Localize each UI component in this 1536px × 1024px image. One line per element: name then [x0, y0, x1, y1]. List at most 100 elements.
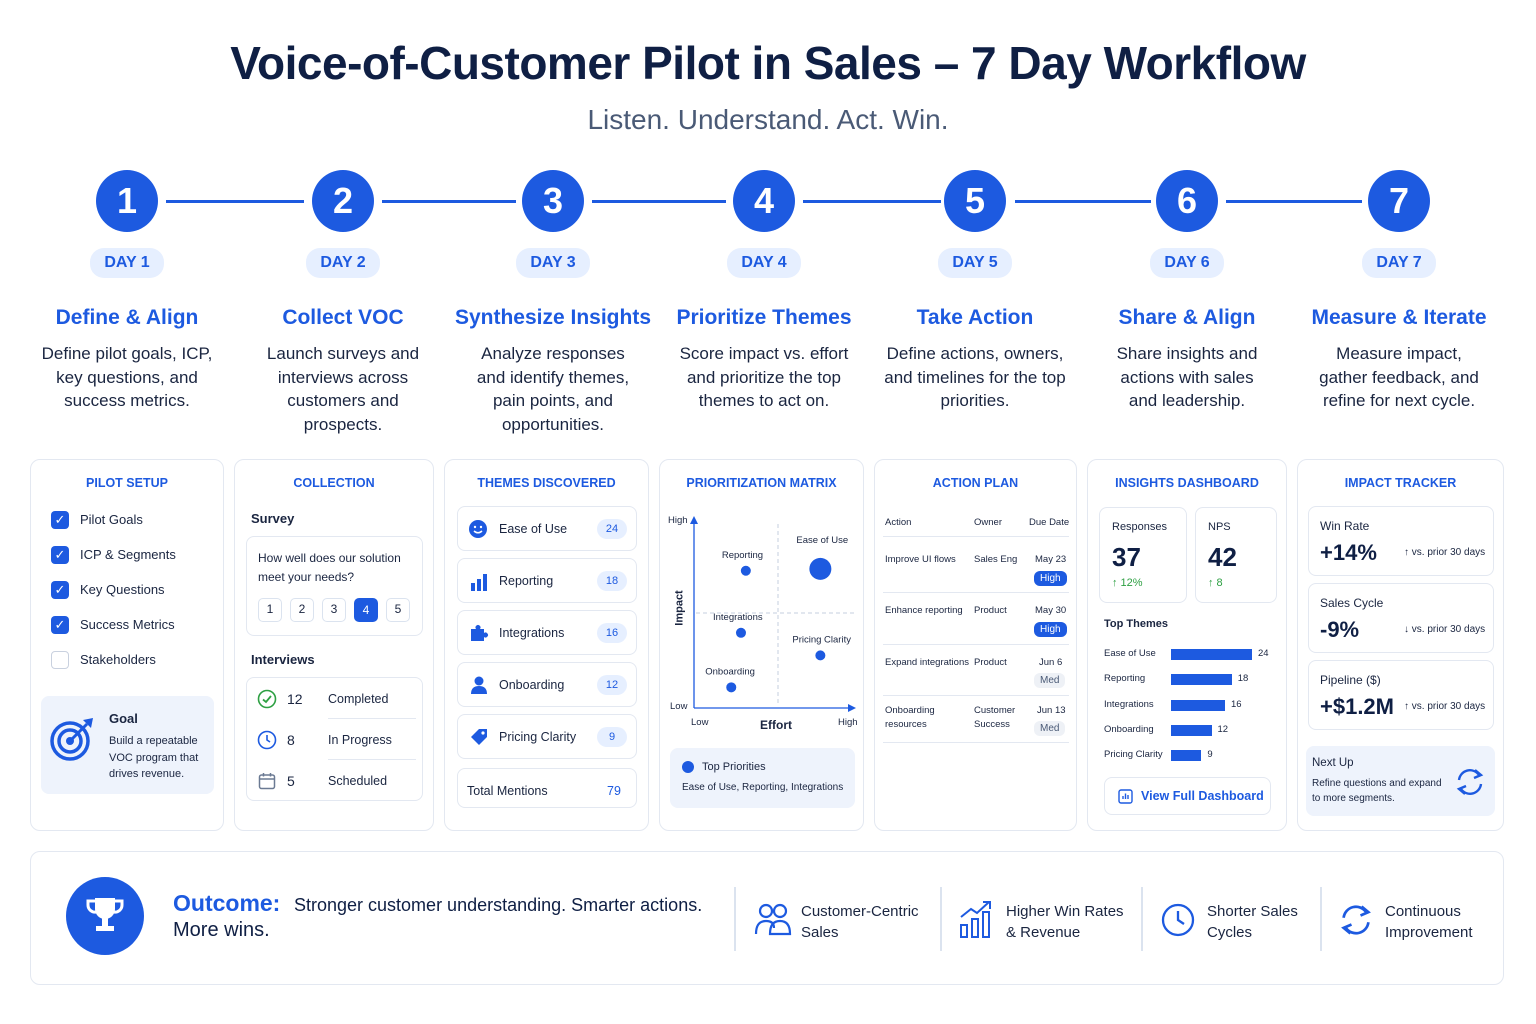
users-icon [754, 903, 792, 936]
kpi-value: 37 [1112, 542, 1141, 572]
theme-label: Pricing Clarity [499, 730, 577, 744]
step-description: Share insights and actions with sales an… [1116, 344, 1258, 410]
checklist-label: Key Questions [80, 582, 165, 597]
bar-value: 9 [1207, 749, 1213, 761]
action-cell: Enhance reporting [885, 605, 963, 616]
theme-row[interactable]: Onboarding 12 [457, 662, 637, 707]
next-up-text: Refine questions and expand to more segm… [1312, 778, 1442, 804]
clock-icon [257, 730, 277, 750]
col-header-due: Due Date [1029, 517, 1070, 528]
y-axis-label: Impact [673, 590, 686, 626]
matrix-point-label: Reporting [722, 550, 763, 561]
action-cell: Improve UI flows [885, 554, 956, 565]
timeline-connector [382, 200, 516, 203]
priority-badge: High [1034, 622, 1067, 637]
insights-dashboard-card: INSIGHTS DASHBOARD Responses 37 ↑ 12% NP… [1087, 459, 1287, 831]
page-subtitle: Listen. Understand. Act. Win. [587, 104, 949, 135]
check-circle-icon [257, 689, 277, 709]
matrix-plot: Reporting Ease of Use Integrations Pricing … [690, 516, 856, 712]
step-7: 7 DAY 7 Measure & Iterate Measure impact, g… [1284, 170, 1514, 413]
owner-cell: Product [974, 657, 1007, 668]
day-badge: DAY 6 [1150, 248, 1224, 278]
theme-row[interactable]: Integrations 16 [457, 610, 637, 655]
checkbox-key-questions[interactable]: ✓ [51, 581, 69, 599]
step-title: Take Action [916, 306, 1034, 329]
puzzle-icon [471, 625, 488, 641]
kpi-label: NPS [1208, 521, 1231, 533]
due-cell: May 23 [1035, 554, 1067, 565]
metric-win-rate: Win Rate +14% ↑ vs. prior 30 days [1308, 506, 1494, 576]
matrix-point [815, 650, 826, 661]
legend-box: Top Priorities Ease of Use, Reporting, I… [670, 748, 855, 808]
pilot-setup-card: PILOT SETUP ✓ Pilot Goals ✓ ICP & Segmen… [30, 459, 224, 831]
rating-option-1[interactable]: 1 [258, 598, 282, 622]
bar [1171, 724, 1212, 736]
timeline-connector [803, 200, 941, 203]
refresh-icon [1456, 769, 1484, 795]
timeline-connector [592, 200, 726, 203]
outcome-text: Stronger customer understanding. Smarter… [294, 895, 703, 915]
card-title: COLLECTION [293, 476, 375, 490]
x-axis-label: Effort [760, 718, 792, 732]
theme-label: Ease of Use [499, 522, 568, 536]
metric-label: Sales Cycle [1320, 596, 1384, 610]
col-header-action: Action [885, 517, 912, 528]
survey-question: How well does our solution meet your nee… [258, 551, 401, 584]
bar-value: 16 [1231, 698, 1242, 710]
total-value: 79 [607, 784, 621, 798]
view-dashboard-button[interactable]: View Full Dashboard [1104, 777, 1271, 815]
checkbox-pilot-goals[interactable]: ✓ [51, 511, 69, 529]
checkbox-success-metrics[interactable]: ✓ [51, 616, 69, 634]
metric-note: ↑ vs. prior 30 days [1404, 701, 1486, 712]
bar-label: Onboarding [1104, 723, 1154, 735]
x-axis-high: High [838, 717, 858, 728]
outcome-banner [30, 851, 1504, 985]
checkbox-stakeholders[interactable] [51, 651, 69, 669]
step-title: Prioritize Themes [676, 306, 852, 329]
owner-cell: Product [974, 605, 1007, 616]
step-1: 1 DAY 1 Define & Align Define pilot goals, … [12, 170, 242, 413]
theme-row[interactable]: Ease of Use 24 [457, 506, 637, 551]
checkbox-icp-segments[interactable]: ✓ [51, 546, 69, 564]
collection-card: COLLECTION Survey How well does our solu… [234, 459, 434, 831]
timeline-connector [1015, 200, 1151, 203]
bar [1171, 674, 1232, 686]
action-plan-card: ACTION PLAN Action Owner Due Date Improv… [874, 459, 1077, 831]
step-description: Define pilot goals, ICP, key questions, … [41, 344, 213, 410]
step-title: Measure & Iterate [1311, 306, 1487, 329]
bar [1171, 649, 1252, 660]
clock-icon [1161, 903, 1195, 937]
theme-row[interactable]: Pricing Clarity 9 [457, 714, 637, 759]
benefit-label: Continuous Improvement [1385, 903, 1473, 941]
goal-box: Goal Build a repeatable VOC program that… [41, 696, 214, 794]
benefit-label: Higher Win Rates & Revenue [1006, 903, 1124, 941]
day-badge: DAY 1 [90, 248, 164, 278]
step-description: Score impact vs. effort and prioritize t… [679, 344, 849, 410]
step-5: 5 DAY 5 Take Action Define actions, owners,… [860, 170, 1090, 413]
divider [734, 887, 736, 951]
priority-badge: Med [1034, 673, 1066, 688]
rating-option-3[interactable]: 3 [322, 598, 346, 622]
card-title: PILOT SETUP [86, 476, 168, 490]
theme-count: 18 [597, 571, 627, 591]
action-cell: Onboarding resources [885, 705, 935, 730]
theme-row[interactable]: Reporting 18 [457, 558, 637, 603]
bar-label: Ease of Use [1104, 648, 1156, 659]
trophy-badge [66, 877, 144, 955]
rating-option-2[interactable]: 2 [290, 598, 314, 622]
calendar-icon [258, 773, 276, 790]
divider [940, 887, 942, 951]
y-axis-high: High [668, 515, 688, 526]
rating-option-4-selected[interactable]: 4 [354, 598, 378, 622]
interviews-box: 12 Completed 8 In Progress 5 Scheduled [246, 677, 423, 801]
checklist-label: Pilot Goals [80, 512, 143, 527]
theme-count: 24 [597, 519, 627, 539]
matrix-point-label: Integrations [713, 612, 763, 623]
metric-label: Pipeline ($) [1320, 673, 1381, 687]
bar [1171, 750, 1202, 762]
matrix-point-label: Ease of Use [796, 535, 848, 546]
step-number: 4 [733, 170, 795, 232]
theme-label: Integrations [499, 626, 565, 640]
rating-option-5[interactable]: 5 [386, 598, 410, 622]
bar-chart-icon [471, 574, 487, 591]
